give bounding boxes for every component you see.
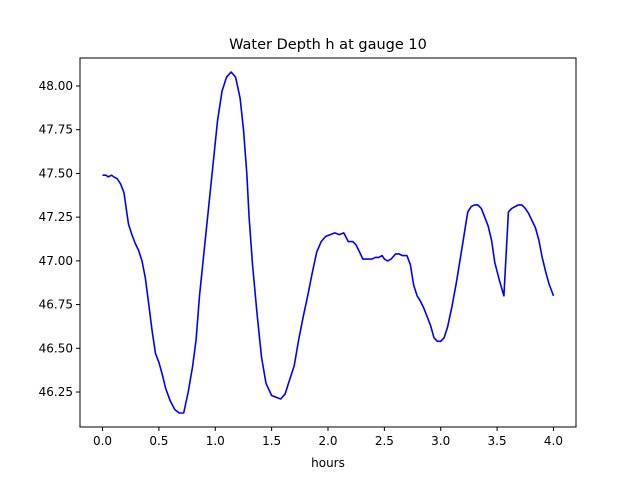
chart-title: Water Depth h at gauge 10 (229, 37, 427, 53)
y-tick-label: 46.50 (39, 341, 73, 355)
water-depth-line (102, 71, 555, 414)
y-tick-label: 47.50 (39, 166, 73, 180)
y-axis-ticks: 46.25 46.50 46.75 47.00 47.25 47.50 47.75 48.00 (39, 79, 80, 399)
y-tick-label: 46.75 (39, 298, 73, 312)
x-tick-label: 0.5 (149, 434, 168, 448)
x-axis-label: hours (311, 456, 345, 470)
y-tick-label: 47.75 (39, 123, 73, 137)
x-tick-label: 3.0 (431, 434, 450, 448)
y-tick-label: 47.00 (39, 254, 73, 268)
x-tick-label: 0.0 (93, 434, 112, 448)
y-tick-label: 47.25 (39, 210, 73, 224)
x-tick-label: 3.5 (488, 434, 507, 448)
y-tick-label: 46.25 (39, 385, 73, 399)
plot-frame (79, 57, 577, 428)
x-tick-label: 1.5 (262, 434, 281, 448)
x-axis-ticks: 0.0 0.5 1.0 1.5 2.0 2.5 3.0 3.5 4.0 (93, 427, 563, 448)
x-tick-label: 2.0 (318, 434, 337, 448)
x-tick-label: 4.0 (544, 434, 563, 448)
x-tick-label: 1.0 (206, 434, 225, 448)
y-tick-label: 48.00 (39, 79, 73, 93)
series-layer (102, 71, 555, 414)
x-tick-label: 2.5 (375, 434, 394, 448)
